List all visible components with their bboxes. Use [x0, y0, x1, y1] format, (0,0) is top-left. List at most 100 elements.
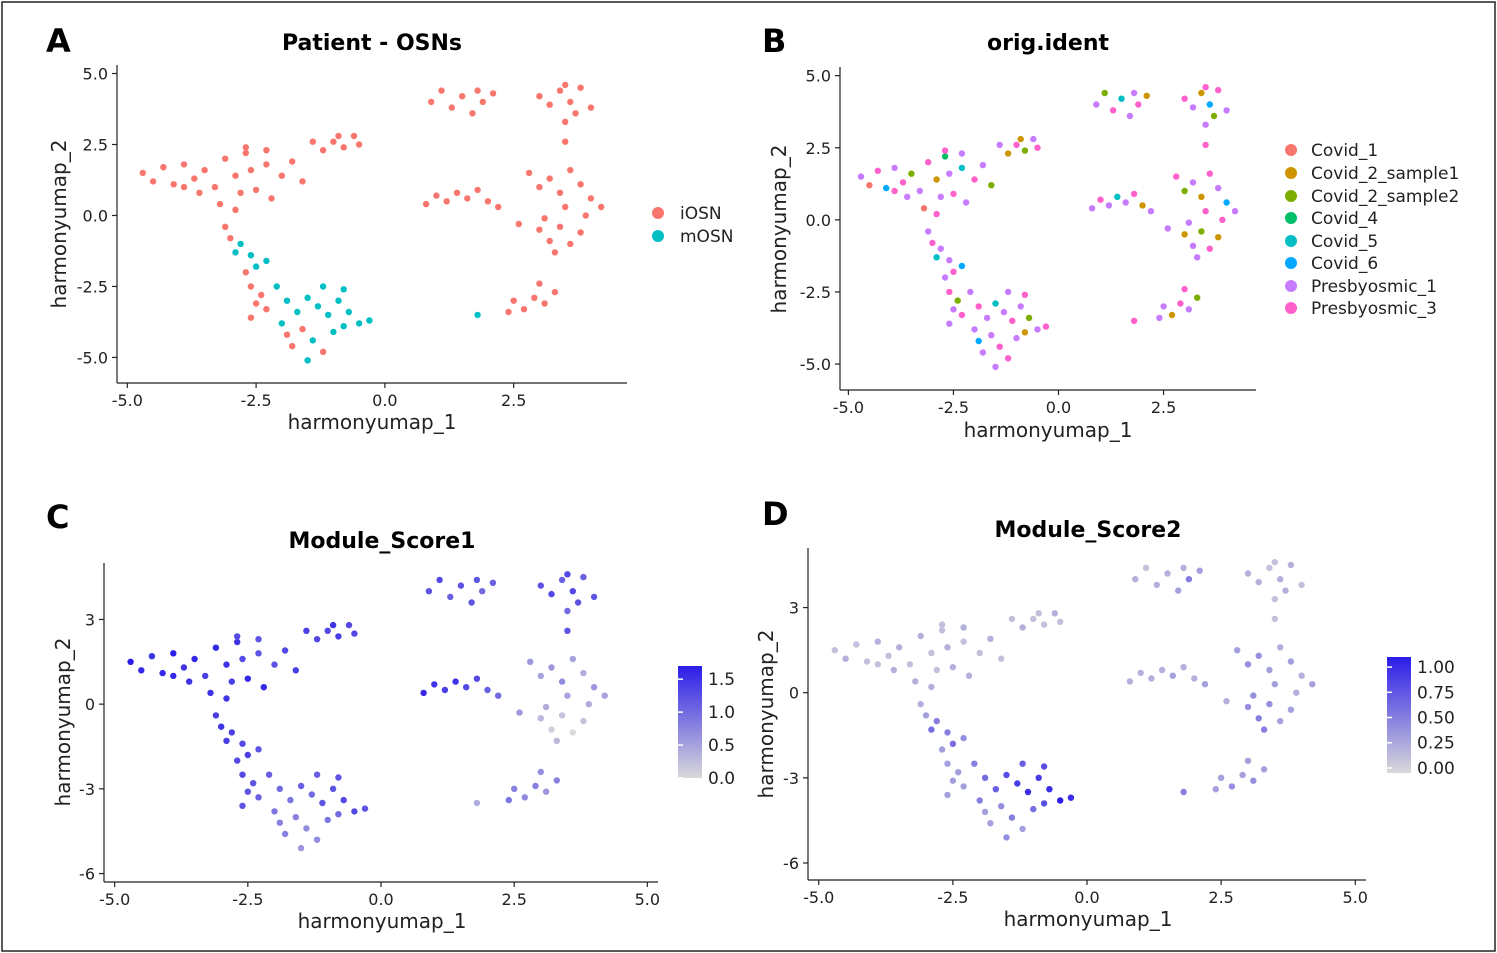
data-point — [227, 235, 234, 242]
data-point — [495, 203, 502, 211]
data-point — [1231, 208, 1239, 215]
panel-a: A Patient - OSNs -5.0-2.50.02.55.0 -5.0-… — [46, 22, 733, 434]
data-point — [1244, 570, 1252, 577]
data-point — [263, 161, 270, 168]
data-point — [1040, 621, 1048, 628]
data-point — [1277, 717, 1284, 725]
data-point — [1181, 95, 1188, 102]
panel-c-colorbar: 0.0 0.5 1.0 1.5 — [678, 666, 735, 789]
data-point — [335, 633, 342, 640]
panel-b-y-ticks: -5.0 -2.5 0.0 2.5 5.0 — [800, 67, 840, 374]
panel-letter-c: C — [46, 498, 69, 536]
data-point — [495, 692, 502, 699]
data-point — [250, 780, 257, 787]
data-point — [958, 311, 966, 319]
data-point — [1181, 187, 1188, 195]
data-point — [473, 799, 481, 807]
data-point — [196, 189, 203, 196]
data-point — [479, 588, 486, 595]
data-point — [242, 269, 249, 276]
data-point — [294, 308, 301, 316]
data-point — [928, 683, 935, 691]
data-point — [191, 655, 198, 663]
data-point — [890, 666, 897, 674]
data-point — [580, 573, 587, 581]
data-point — [228, 729, 235, 736]
data-point — [1244, 757, 1252, 764]
data-point — [474, 87, 481, 94]
data-point — [548, 726, 555, 733]
data-point — [1142, 564, 1150, 572]
data-point — [917, 700, 924, 708]
data-point — [278, 320, 285, 327]
x-tick-label: 0.0 — [368, 890, 393, 909]
data-point — [1223, 199, 1230, 206]
data-point — [996, 343, 1003, 350]
data-point — [263, 147, 270, 154]
data-point — [831, 647, 838, 654]
data-point — [944, 729, 951, 736]
data-point — [590, 593, 598, 601]
data-point — [484, 686, 491, 694]
data-point — [139, 169, 146, 177]
panel-d-points — [831, 559, 1316, 841]
data-point — [1030, 615, 1037, 623]
data-point — [983, 314, 991, 322]
data-point — [551, 288, 559, 296]
data-point — [1088, 205, 1096, 212]
data-point — [1194, 294, 1201, 301]
data-point — [1057, 618, 1064, 625]
data-point — [452, 678, 459, 685]
y-tick-label: 3 — [789, 599, 799, 618]
panel-d-xlabel: harmonyumap_1 — [1004, 907, 1173, 931]
x-tick-label: 2.5 — [501, 391, 526, 410]
x-tick-label: 2.5 — [501, 890, 526, 909]
colorbar-label: 1.0 — [708, 703, 735, 723]
data-point — [1004, 355, 1012, 362]
data-point — [516, 709, 523, 716]
data-point — [319, 799, 326, 807]
data-point — [569, 729, 576, 736]
data-point — [239, 655, 246, 663]
data-point — [899, 179, 907, 186]
data-point — [949, 777, 957, 784]
data-point — [598, 203, 605, 211]
data-point — [587, 104, 595, 111]
data-point — [252, 300, 260, 307]
data-point — [553, 777, 560, 784]
legend-swatch-covid-6 — [1285, 257, 1297, 269]
data-point — [949, 740, 957, 747]
x-tick-label: 2.5 — [1151, 398, 1176, 417]
data-point — [234, 638, 241, 646]
data-point — [1260, 766, 1268, 773]
data-point — [511, 785, 518, 792]
legend-label-covid-4: Covid_4 — [1311, 209, 1378, 229]
data-point — [949, 664, 957, 671]
data-point — [562, 118, 569, 126]
data-point — [863, 658, 871, 665]
data-point — [324, 627, 331, 634]
data-point — [1177, 300, 1184, 307]
data-point — [521, 794, 528, 801]
data-point — [542, 703, 550, 711]
data-point — [572, 110, 579, 117]
data-point — [941, 274, 949, 281]
y-tick-label: -3 — [783, 769, 799, 788]
data-point — [447, 593, 454, 601]
data-point — [428, 98, 435, 106]
data-point — [1030, 805, 1037, 813]
data-point — [541, 300, 548, 307]
data-point — [562, 203, 569, 211]
data-point — [459, 93, 466, 100]
data-point — [228, 678, 235, 685]
data-point — [340, 144, 347, 151]
data-point — [904, 193, 911, 200]
data-point — [1215, 234, 1222, 241]
y-tick-label: 3 — [85, 610, 95, 629]
data-point — [263, 306, 270, 313]
panel-c-ylabel: harmonyumap_2 — [51, 638, 75, 807]
data-point — [1164, 570, 1171, 577]
y-tick-label: 0.0 — [83, 206, 108, 225]
data-point — [273, 283, 280, 290]
